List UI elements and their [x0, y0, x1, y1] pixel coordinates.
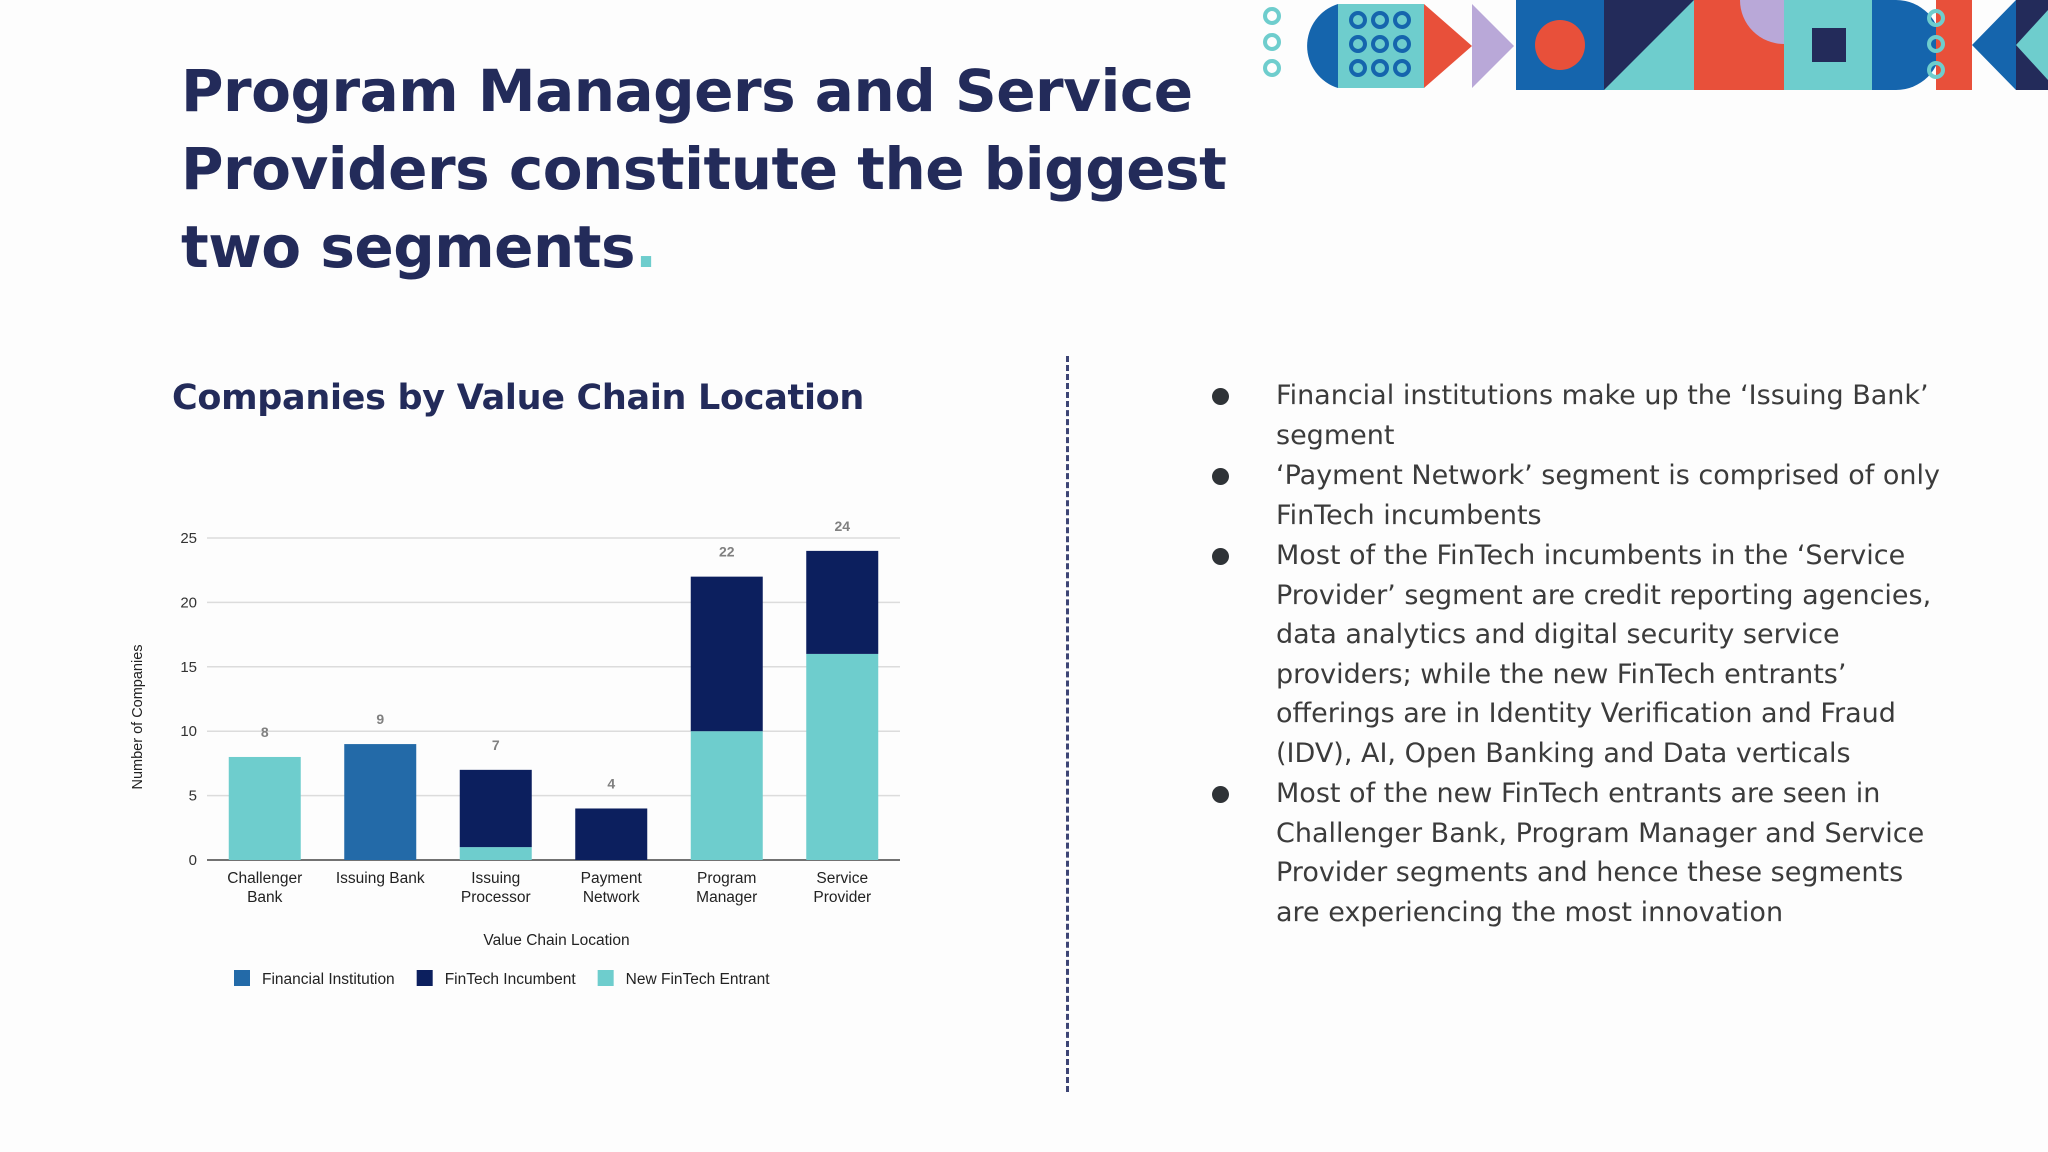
ring [1349, 35, 1367, 53]
bar-segment [459, 769, 532, 848]
ring [1349, 11, 1367, 29]
chart-heading: Companies by Value Chain Location [172, 378, 865, 418]
lavender-quarter [1740, 0, 1784, 44]
ring [1263, 33, 1281, 51]
x-tick-label: Provider [813, 889, 871, 906]
bullet-item: Most of the new FinTech entrants are see… [1200, 774, 1940, 932]
y-tick-label: 10 [180, 723, 197, 740]
y-tick-label: 25 [180, 530, 197, 547]
bar-segment [690, 576, 763, 732]
bar-segment [228, 756, 301, 860]
title-accent-dot: . [635, 213, 657, 281]
ring [1371, 11, 1389, 29]
dashed-divider [1066, 356, 1069, 1092]
total-label: 7 [492, 737, 500, 753]
half-disc [1307, 4, 1338, 88]
bullet-dot [1212, 388, 1229, 405]
x-tick-label: Program [697, 870, 756, 887]
bullet-item: ‘Payment Network’ segment is comprised o… [1200, 456, 1940, 535]
x-tick-label: Network [583, 889, 640, 906]
x-tick-label: Challenger [227, 870, 302, 887]
x-tick-label: Manager [696, 889, 757, 906]
ring [1393, 59, 1411, 77]
ring [1263, 59, 1281, 77]
bullet-text: ‘Payment Network’ segment is comprised o… [1276, 460, 1940, 531]
chevron-left [1972, 0, 2016, 90]
bullet-text: Most of the FinTech incumbents in the ‘S… [1276, 540, 1932, 769]
y-tick-label: 15 [180, 659, 197, 676]
x-tick-label: Payment [581, 870, 643, 887]
bullet-text: Financial institutions make up the ‘Issu… [1276, 380, 1929, 451]
ring [1371, 35, 1389, 53]
legend-swatch [416, 970, 433, 986]
red-circle [1535, 20, 1585, 70]
bar-segment [459, 847, 532, 860]
legend-swatch [234, 970, 250, 986]
x-axis-title: Value Chain Location [483, 932, 629, 949]
ring [1263, 7, 1281, 25]
ring [1927, 35, 1945, 53]
bullet-dot [1212, 786, 1229, 803]
bullet-list: Financial institutions make up the ‘Issu… [1200, 376, 1940, 933]
red-triangle [1424, 4, 1472, 88]
legend-label: FinTech Incumbent [445, 971, 577, 988]
bar-segment [806, 550, 879, 654]
bullet-item: Financial institutions make up the ‘Issu… [1200, 376, 1940, 455]
total-label: 4 [607, 775, 615, 791]
blue-pill [1872, 0, 1941, 90]
ring [1349, 59, 1367, 77]
x-tick-label: Service [816, 870, 868, 887]
bullet-item: Most of the FinTech incumbents in the ‘S… [1200, 536, 1940, 773]
bullet-text: Most of the new FinTech entrants are see… [1276, 778, 1925, 928]
y-tick-label: 0 [189, 852, 197, 869]
bar-segment [806, 653, 879, 860]
stacked-bar-chart: 0 5 10 15 20 25 8 Challenger Bank 9 Issuing Bank 7 I… [130, 518, 900, 988]
y-axis-title: Number of Companies [130, 644, 146, 789]
lavender-triangle [1472, 4, 1514, 88]
y-tick-label: 20 [180, 594, 197, 611]
chevron-teal [2016, 10, 2048, 80]
geometric-pattern-banner [1263, 0, 2048, 90]
total-label: 9 [376, 711, 384, 727]
ring [1393, 11, 1411, 29]
ring [1927, 9, 1945, 27]
bar-segment [344, 744, 417, 860]
x-tick-label: Bank [247, 889, 283, 906]
slide-title-text: Program Managers and Service Providers c… [181, 57, 1227, 281]
bar-segment [690, 731, 763, 860]
bullet-dot [1212, 548, 1229, 565]
navy-inset [1812, 28, 1846, 62]
ring [1393, 35, 1411, 53]
ring [1927, 61, 1945, 79]
bullet-dot [1212, 468, 1229, 485]
bar-segment [575, 808, 648, 860]
teal-diagonal [1604, 0, 1694, 90]
legend-label: New FinTech Entrant [626, 971, 771, 988]
y-tick-label: 5 [189, 788, 197, 805]
x-tick-label: Issuing Bank [336, 870, 425, 887]
x-tick-label: Processor [461, 889, 531, 906]
legend-swatch [597, 970, 614, 986]
total-label: 24 [834, 518, 850, 534]
total-label: 8 [261, 724, 269, 740]
total-label: 22 [719, 544, 735, 560]
x-tick-label: Issuing [471, 870, 520, 887]
slide-title: Program Managers and Service Providers c… [181, 52, 1301, 286]
ring [1371, 59, 1389, 77]
legend-label: Financial Institution [262, 971, 395, 988]
